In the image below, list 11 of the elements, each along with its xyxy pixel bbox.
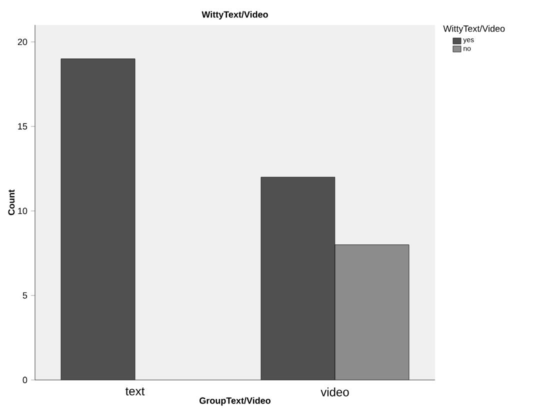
x-tick-label: video — [320, 388, 349, 396]
y-tick-label: 0 — [22, 376, 28, 384]
legend-title: WittyText/Video — [443, 25, 505, 34]
y-tick-label: 10 — [18, 208, 28, 214]
x-axis-title: GroupText/Video — [200, 397, 270, 406]
y-tick-label: 5 — [22, 292, 28, 299]
y-tick-label: 20 — [18, 38, 28, 46]
y-tick-label: 15 — [18, 123, 28, 130]
chart-title: WittyText/Video — [202, 11, 268, 20]
y-axis-title: Count — [8, 190, 15, 216]
x-tick-label: text — [126, 388, 145, 396]
